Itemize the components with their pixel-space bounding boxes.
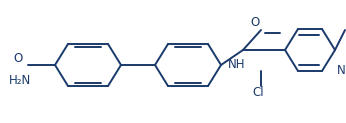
Text: NH: NH — [228, 59, 246, 71]
Text: Cl: Cl — [252, 86, 264, 100]
Text: H₂N: H₂N — [9, 74, 31, 86]
Text: O: O — [251, 15, 260, 29]
Text: N: N — [337, 64, 346, 77]
Text: O: O — [13, 52, 22, 64]
